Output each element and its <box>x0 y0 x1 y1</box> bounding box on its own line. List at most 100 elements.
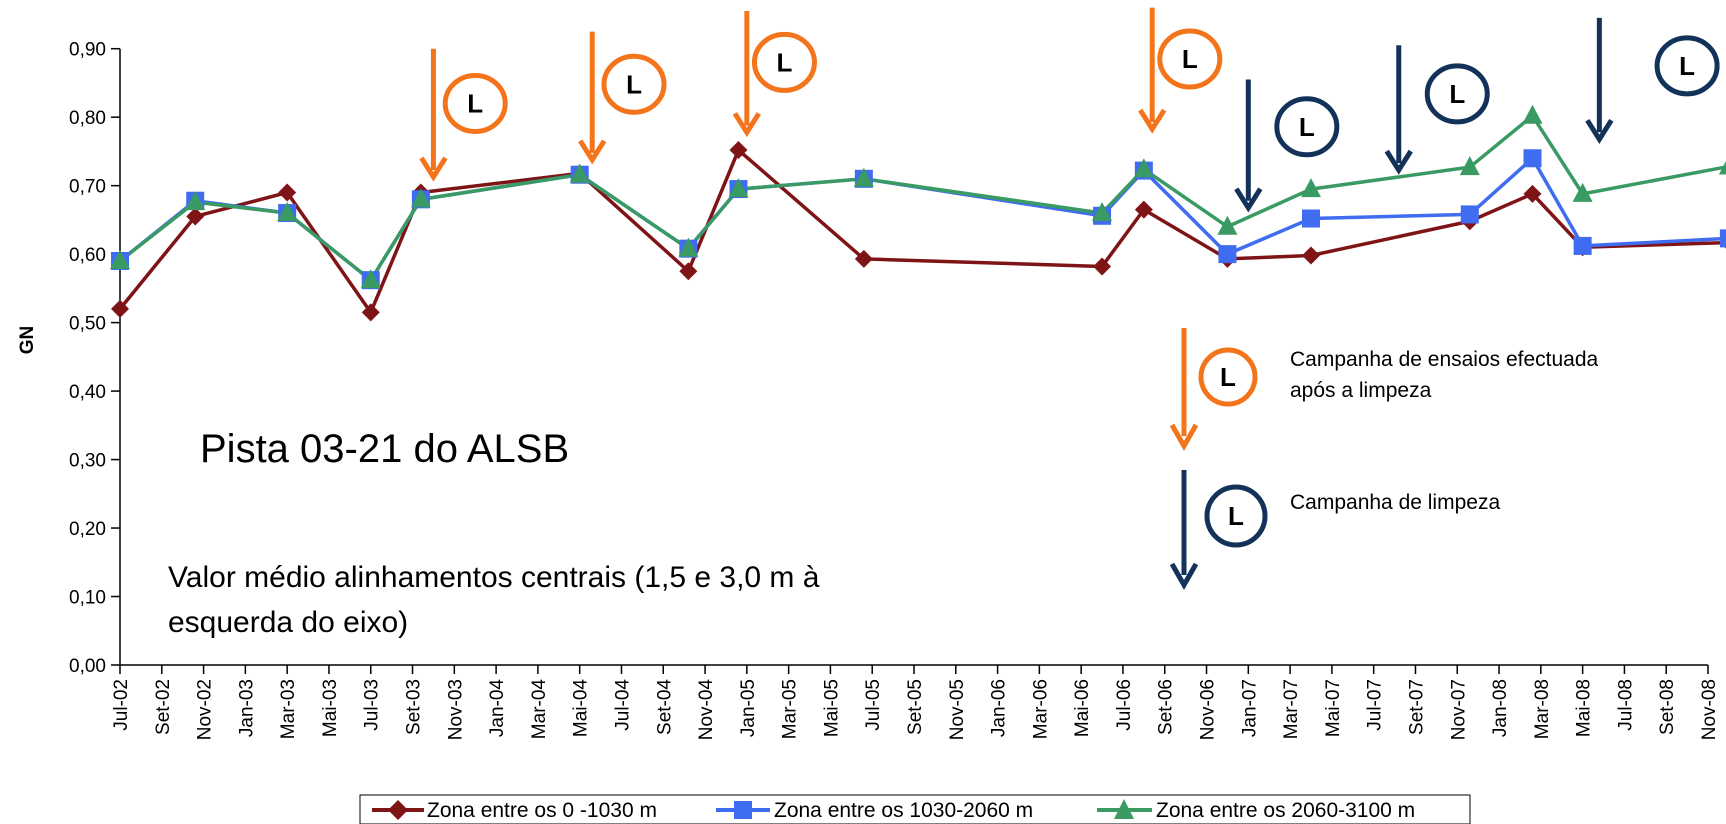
data-point-triangle <box>1217 215 1238 235</box>
campaign-badge-letter: L <box>1299 112 1315 142</box>
legend-swatch-marker-1 <box>388 800 408 820</box>
x-tick-label: Jul-03 <box>362 679 383 731</box>
campaign-arrow-head-navy <box>1585 118 1614 144</box>
key-orange-badge <box>1198 347 1258 407</box>
y-axis-label: GN <box>17 326 38 355</box>
x-tick-label: Set-03 <box>404 679 425 735</box>
x-tick-label: Nov-06 <box>1198 679 1219 740</box>
y-tick-label: 0,50 <box>69 314 106 335</box>
legend-label-3: Zona entre os 2060-3100 m <box>1156 799 1415 822</box>
x-tick-label: Mai-04 <box>571 679 592 738</box>
x-tick-label: Nov-07 <box>1448 679 1469 740</box>
campaign-badge-letter: L <box>1679 51 1695 81</box>
key-orange-badge-letter: L <box>1220 362 1236 392</box>
x-tick-label: Jul-02 <box>111 679 132 731</box>
campaign-badge-orange <box>751 31 817 93</box>
data-point-triangle <box>728 178 749 198</box>
x-tick-label: Mai-08 <box>1574 679 1595 737</box>
x-tick-label: Mai-03 <box>320 679 341 737</box>
x-tick-label: Set-06 <box>1156 679 1177 735</box>
y-tick-label: 0,80 <box>69 108 106 129</box>
x-tick-label: Jul-04 <box>612 679 633 731</box>
data-point-triangle <box>1718 160 1726 175</box>
x-tick-label: Mar-08 <box>1532 679 1553 739</box>
data-point-triangle <box>185 191 206 211</box>
campaign-badge-letter: L <box>1449 79 1465 109</box>
key-navy-text: Campanha de limpeza <box>1290 491 1500 514</box>
y-tick-label: 0,60 <box>69 245 106 266</box>
chart-title-annotation: Pista 03-21 do ALSB <box>200 427 569 471</box>
data-point-triangle <box>1133 158 1154 178</box>
x-tick-label: Jan-04 <box>487 679 508 738</box>
campaign-badge-letter: L <box>467 88 483 118</box>
y-tick-label: 0,30 <box>69 451 106 472</box>
x-tick-label: Nov-03 <box>445 679 466 740</box>
data-point-triangle <box>1522 104 1543 124</box>
key-navy-badge <box>1204 484 1268 548</box>
campaign-arrow-head-navy <box>1384 149 1413 175</box>
data-point-diamond <box>1302 246 1320 265</box>
x-tick-label: Nov-05 <box>947 679 968 740</box>
campaign-badge-navy <box>1274 96 1340 158</box>
data-point-triangle <box>360 269 381 289</box>
campaign-badge-navy <box>1424 63 1490 125</box>
y-tick-label: 0,40 <box>69 382 106 403</box>
data-point-triangle <box>1092 202 1113 222</box>
legend-box <box>359 794 1471 824</box>
data-point-diamond <box>729 141 748 160</box>
key-navy-badge-letter: L <box>1228 501 1244 531</box>
x-tick-label: Jul-08 <box>1615 679 1636 731</box>
axes <box>111 47 1709 674</box>
data-point-diamond <box>1093 257 1112 276</box>
key-orange-text-1: Campanha de ensaios efectuada <box>1290 348 1599 371</box>
x-tick-label: Set-04 <box>654 679 675 735</box>
x-tick-label: Jul-05 <box>863 679 884 731</box>
data-point-diamond <box>1523 184 1542 203</box>
campaign-badge-orange <box>442 72 508 134</box>
data-point-triangle <box>1459 156 1480 176</box>
data-point-square <box>1218 245 1237 264</box>
legend-label-1: Zona entre os 0 -1030 m <box>427 799 657 822</box>
x-tick-label: Mai-06 <box>1072 679 1093 737</box>
series-line-3 <box>118 114 1726 282</box>
campaign-badge-letter: L <box>777 47 793 77</box>
x-tick-label: Mar-05 <box>780 679 801 739</box>
campaign-arrow-head-orange <box>578 139 607 165</box>
x-tick-label: Mai-05 <box>821 679 842 737</box>
campaign-badge-navy <box>1654 35 1720 97</box>
data-point-square <box>1573 236 1592 255</box>
x-tick-label: Set-05 <box>905 679 926 735</box>
y-tick-label: 0,90 <box>69 40 106 61</box>
campaign-arrow-head-orange <box>419 156 448 182</box>
data-point-triangle <box>1572 182 1593 202</box>
data-point-diamond <box>679 262 698 281</box>
x-tick-label: Jan-06 <box>989 679 1010 737</box>
data-point-diamond <box>854 249 873 268</box>
legend-swatch-marker-2 <box>734 801 752 819</box>
data-point-triangle <box>853 167 874 187</box>
legend-label-2: Zona entre os 1030-2060 m <box>774 799 1033 822</box>
subtitle-line-1: Valor médio alinhamentos centrais (1,5 e… <box>168 561 820 594</box>
data-point-diamond <box>111 299 129 318</box>
data-point-triangle <box>1301 178 1321 198</box>
data-point-square <box>1302 209 1320 228</box>
data-point-triangle <box>569 163 590 183</box>
x-tick-label: Nov-04 <box>696 679 717 741</box>
legend: Zona entre os 0 -1030 m Zona entre os 10… <box>359 794 1471 824</box>
series-markers <box>110 104 1726 322</box>
data-point-diamond <box>1134 200 1153 219</box>
y-tick-label: 0,70 <box>69 177 106 198</box>
key-navy: L Campanha de limpeza <box>1169 470 1500 591</box>
data-point-diamond <box>278 183 297 202</box>
key-orange: L Campanha de ensaios efectuada após a l… <box>1169 328 1599 452</box>
data-point-diamond <box>186 207 205 226</box>
x-tick-label: Mar-07 <box>1281 679 1302 739</box>
x-tick-label: Set-08 <box>1657 679 1678 735</box>
campaign-arrow-head-orange <box>1138 108 1167 134</box>
campaign-arrow-head-navy <box>1234 187 1263 213</box>
data-point-triangle <box>410 188 431 208</box>
key-orange-text-2: após a limpeza <box>1290 379 1432 402</box>
campaign-badge-orange <box>1157 28 1223 90</box>
x-tick-label: Jan-05 <box>738 679 759 737</box>
